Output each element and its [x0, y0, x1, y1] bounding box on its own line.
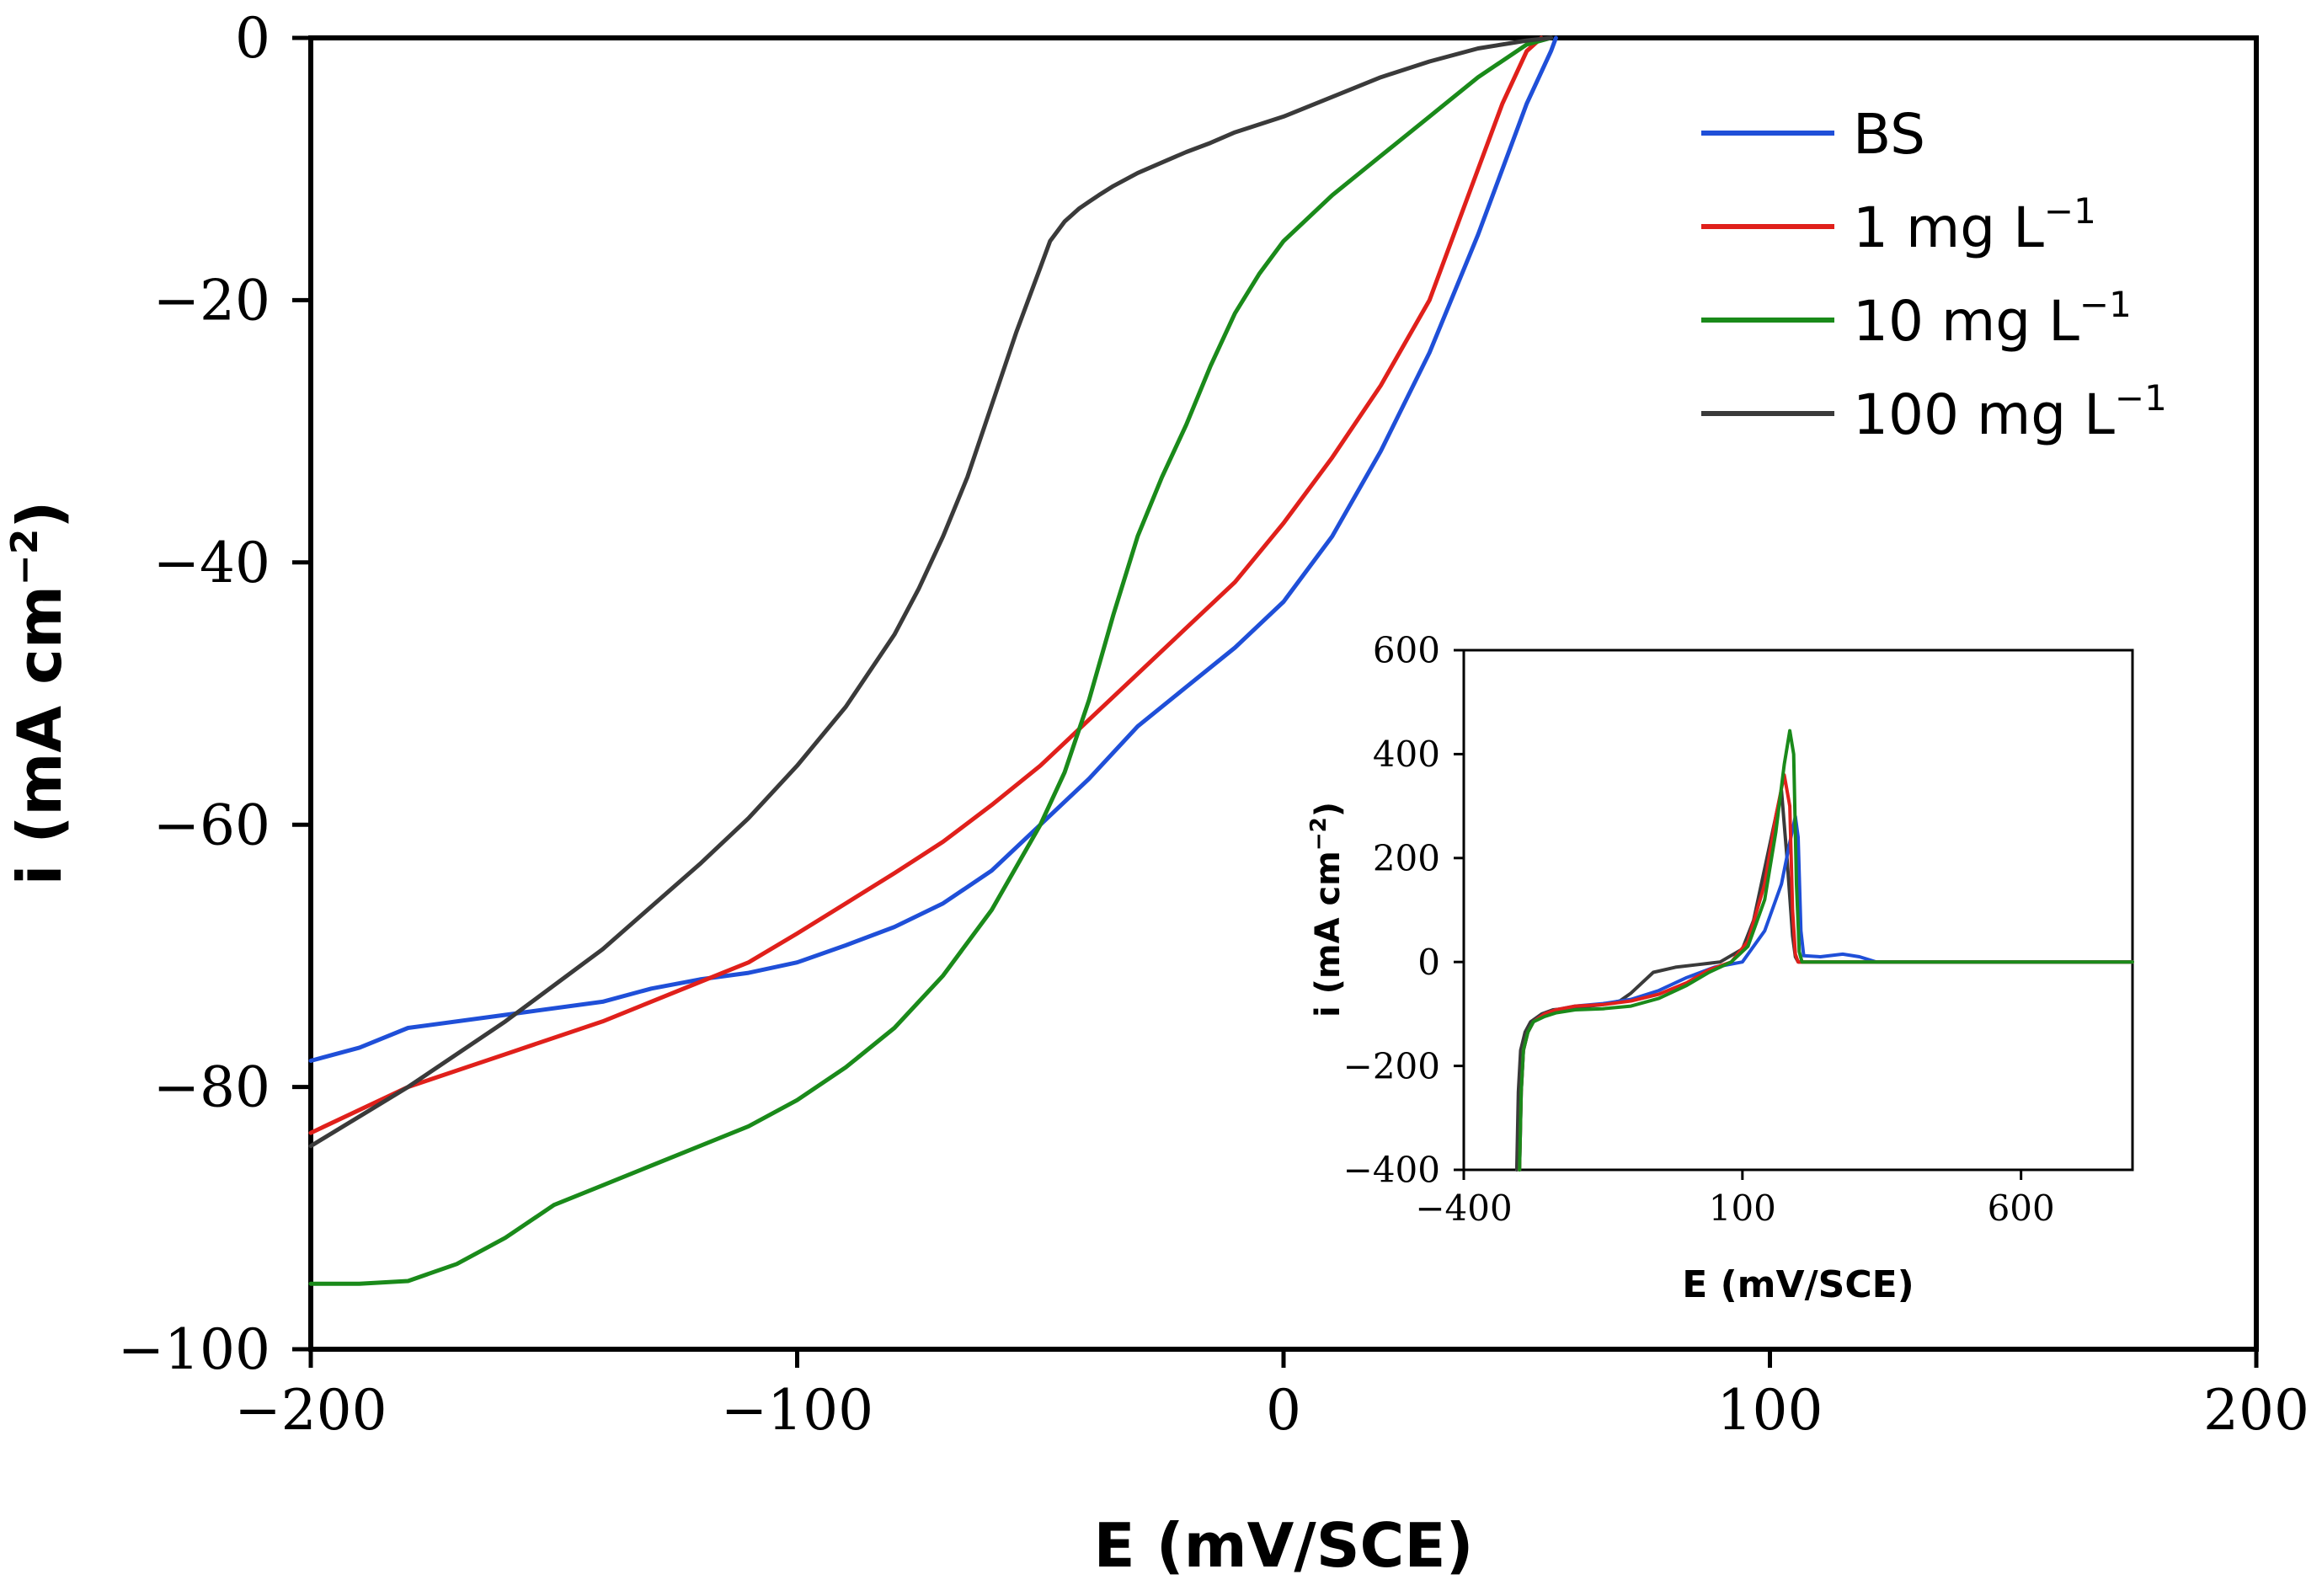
inset-y-tick-label-5: −400	[1343, 1150, 1440, 1191]
main-series-group	[308, 35, 1558, 1286]
legend-label-text-3: 100 mg L	[1853, 382, 2115, 447]
legend-label-0: BS	[1853, 102, 1925, 167]
inset-y-tick-label-2: 200	[1373, 838, 1440, 879]
inset-plot-frame	[1462, 649, 2134, 1172]
main-y-axis-label-main: i (mA cm	[4, 585, 75, 885]
legend-label-2: 10 mg L−1	[1853, 284, 2132, 354]
legend-label-3: 100 mg L−1	[1853, 377, 2167, 447]
main-y-tick-label-4: −80	[153, 1055, 270, 1120]
main-x-tick-label-0: −200	[234, 1378, 387, 1443]
main-x-tick-label-4: 200	[2203, 1378, 2309, 1443]
inset-y-tick-label-0: 600	[1373, 630, 1440, 671]
main-x-tick-label-3: 100	[1717, 1378, 1823, 1443]
inset-y-tick-label-4: −200	[1343, 1045, 1440, 1086]
legend-label-text-2: 10 mg L	[1853, 289, 2079, 354]
legend-label-text-1: 1 mg L	[1853, 195, 2044, 260]
main-series-line-3	[308, 35, 1554, 1149]
main-y-tick-label-1: −20	[153, 269, 270, 334]
main-y-tick-label-0: 0	[235, 6, 270, 71]
inset-series-line-3	[1518, 729, 2134, 1172]
inset-x-axis-label: E (mV/SCE)	[1682, 1263, 1914, 1306]
inset-y-axis-label-sup: −2	[1306, 817, 1332, 851]
legend-label-sup-2: −1	[2079, 284, 2132, 325]
inset-x-tick-label-0: −400	[1415, 1188, 1512, 1229]
inset-y-tick-label-1: 400	[1373, 734, 1440, 775]
inset-y-tick-label-3: 0	[1417, 942, 1440, 983]
inset-y-axis-label-end: )	[1309, 802, 1348, 817]
inset-y-axis-label-main: i (mA cm	[1309, 851, 1348, 1017]
main-y-tick-label-2: −40	[153, 531, 270, 595]
main-y-axis-label-sup: −2	[3, 529, 46, 585]
main-y-axis-label: i (mA cm−2)	[3, 501, 75, 886]
main-y-tick-label-3: −60	[153, 793, 270, 857]
legend-label-sup-3: −1	[2115, 377, 2167, 419]
inset-series-group	[1514, 729, 2134, 1172]
inset-y-axis-label: i (mA cm−2)	[1306, 802, 1348, 1017]
inset-x-tick-label-1: 100	[1709, 1188, 1776, 1229]
legend-label-text-0: BS	[1853, 102, 1925, 167]
main-x-tick-label-2: 0	[1266, 1378, 1301, 1443]
main-series-line-2	[308, 35, 1554, 1286]
inset-x-tick-label-2: 600	[1988, 1188, 2055, 1229]
main-x-tick-label-1: −100	[721, 1378, 873, 1443]
legend-label-sup-1: −1	[2044, 190, 2096, 232]
inset-axes-group: −400 100 600 600 400 200 0 −200 −400	[1343, 630, 2055, 1229]
legend-label-1: 1 mg L−1	[1853, 190, 2096, 260]
main-y-tick-label-5: −100	[118, 1317, 270, 1382]
main-series-line-1	[308, 35, 1544, 1135]
main-y-axis-label-end: )	[4, 501, 75, 529]
main-x-axis-label: E (mV/SCE)	[1094, 1510, 1474, 1581]
